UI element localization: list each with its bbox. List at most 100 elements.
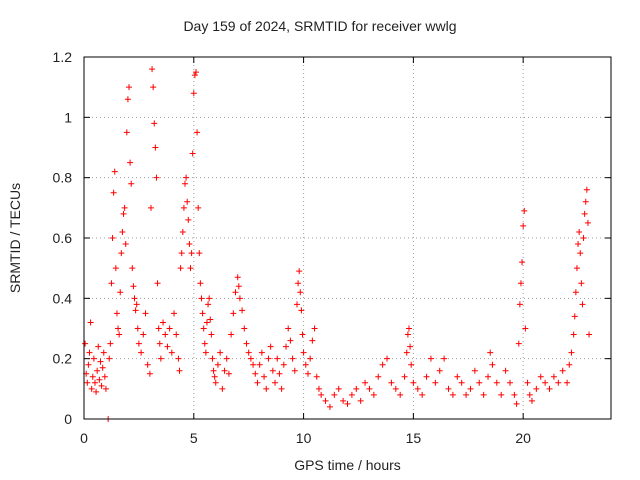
data-point xyxy=(419,391,426,398)
data-point xyxy=(106,355,113,362)
data-point xyxy=(572,289,579,296)
data-point xyxy=(513,400,520,407)
data-point xyxy=(190,90,197,97)
data-point xyxy=(185,216,192,223)
data-point xyxy=(124,96,131,103)
data-point xyxy=(107,340,114,347)
data-point xyxy=(577,250,584,257)
data-point xyxy=(87,319,94,326)
data-point xyxy=(573,265,580,272)
data-points xyxy=(82,66,593,422)
data-point xyxy=(219,385,226,392)
y-tick-label: 0.2 xyxy=(53,351,73,367)
data-point xyxy=(261,373,268,380)
data-point xyxy=(578,280,585,287)
data-point xyxy=(555,379,562,386)
y-axis-label: SRMTID / TECUs xyxy=(7,182,23,294)
data-point xyxy=(307,355,314,362)
data-point xyxy=(344,400,351,407)
data-point xyxy=(278,385,285,392)
data-point xyxy=(517,280,524,287)
y-tick-label: 0.6 xyxy=(53,230,73,246)
data-point xyxy=(96,376,103,383)
data-point xyxy=(235,283,242,290)
data-point xyxy=(130,283,137,290)
y-tick-label: 0.8 xyxy=(53,170,73,186)
data-point xyxy=(110,189,117,196)
data-point xyxy=(309,337,316,344)
data-point xyxy=(502,367,509,374)
data-point xyxy=(263,385,270,392)
data-point xyxy=(326,403,333,410)
data-point xyxy=(153,174,160,181)
data-point xyxy=(189,150,196,157)
data-point xyxy=(126,84,133,91)
data-point xyxy=(581,210,588,217)
data-point xyxy=(177,265,184,272)
data-point xyxy=(232,289,239,296)
data-point xyxy=(559,367,566,374)
data-point xyxy=(173,331,180,338)
data-point xyxy=(85,361,92,368)
data-point xyxy=(550,373,557,380)
data-point xyxy=(192,69,199,76)
data-point xyxy=(178,250,185,257)
data-point xyxy=(405,325,412,332)
data-point xyxy=(175,355,182,362)
data-point xyxy=(98,382,105,389)
x-tick-label: 20 xyxy=(515,430,531,446)
data-point xyxy=(201,340,208,347)
data-point xyxy=(582,198,589,205)
data-point xyxy=(256,361,263,368)
data-point xyxy=(191,72,198,79)
data-point xyxy=(164,343,171,350)
data-point xyxy=(267,343,274,350)
data-point xyxy=(480,391,487,398)
data-point xyxy=(228,331,235,338)
data-point xyxy=(335,385,342,392)
data-point xyxy=(571,313,578,320)
data-point xyxy=(152,144,159,151)
data-point xyxy=(156,340,163,347)
data-point xyxy=(207,316,214,323)
chart-title: Day 159 of 2024, SRMTID for receiver wwl… xyxy=(183,18,457,34)
data-point xyxy=(225,370,232,377)
data-point xyxy=(520,222,527,229)
data-point xyxy=(522,325,529,332)
data-point xyxy=(129,265,136,272)
x-tick-label: 5 xyxy=(190,430,198,446)
data-point xyxy=(498,391,505,398)
data-point xyxy=(311,325,318,332)
y-tick-label: 1.2 xyxy=(53,49,73,65)
data-point xyxy=(265,355,272,362)
data-point xyxy=(97,358,104,365)
data-point xyxy=(149,66,156,73)
data-point xyxy=(250,361,257,368)
data-point xyxy=(151,120,158,127)
data-point xyxy=(113,310,120,317)
data-point xyxy=(269,367,276,374)
data-point xyxy=(116,331,123,338)
data-point xyxy=(154,280,161,287)
data-point xyxy=(528,397,535,404)
data-point xyxy=(102,385,109,392)
x-tick-label: 10 xyxy=(296,430,312,446)
data-point xyxy=(580,235,587,241)
data-point xyxy=(117,289,124,296)
data-point xyxy=(132,307,139,314)
data-point xyxy=(138,349,145,356)
data-point xyxy=(196,250,203,257)
data-point xyxy=(88,385,95,392)
data-point xyxy=(566,361,573,368)
data-point xyxy=(506,379,513,386)
data-point xyxy=(274,355,281,362)
data-point xyxy=(370,391,377,398)
data-point xyxy=(111,168,118,175)
data-point xyxy=(575,241,582,248)
data-point xyxy=(280,361,287,368)
data-point xyxy=(379,361,386,368)
data-point xyxy=(210,367,217,374)
data-point xyxy=(109,235,116,241)
data-point xyxy=(140,331,147,338)
data-point xyxy=(454,373,461,380)
